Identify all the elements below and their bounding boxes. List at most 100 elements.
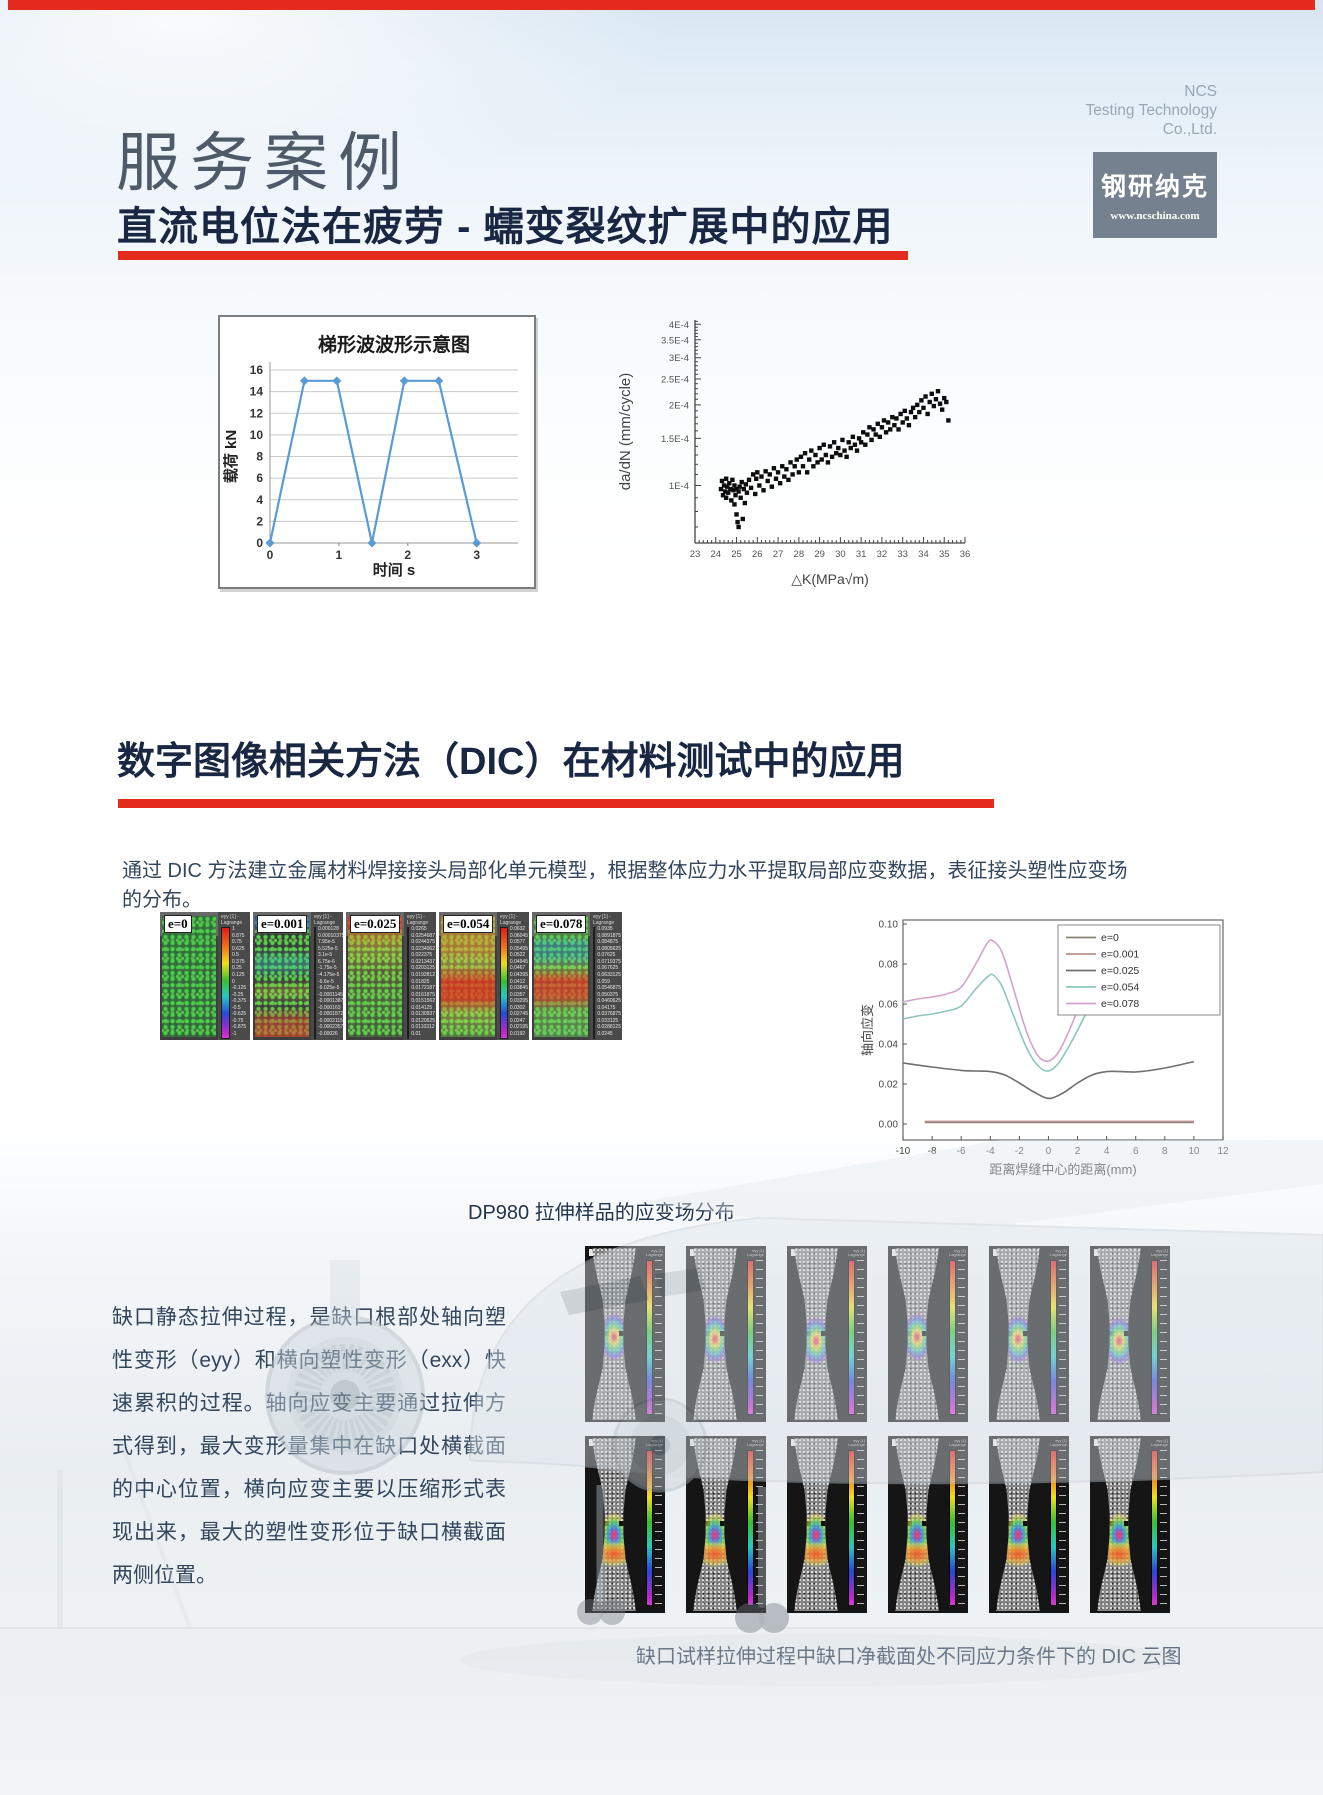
svg-text:16: 16 [250, 363, 264, 377]
dic-strain-label: e=0 [164, 915, 192, 933]
svg-text:0: 0 [267, 548, 274, 562]
scatter-chart-svg: 1E-4 1.5E-4 2E-4 2.5E-4 3E-4 3.5E-4 4E-4 23 24 25… [617, 320, 971, 587]
airplane-background-image [0, 1140, 1323, 1795]
dic-colorbar: eyy [1] - Lagrange 0.0632 0.06045 0.0577 0.0… [500, 914, 528, 1039]
svg-text:26: 26 [752, 549, 763, 560]
svg-text:6: 6 [256, 471, 263, 485]
title-underline [118, 251, 908, 260]
axial-strain-chart: 0.00 0.02 0.04 0.06 0.08 0.10 -10 -8 -6 -4 -2 0 2 4 6 8… [858, 905, 1258, 1190]
svg-text:1E-4: 1E-4 [669, 481, 689, 492]
svg-text:1.5E-4: 1.5E-4 [661, 434, 689, 445]
svg-text:10: 10 [250, 428, 264, 442]
svg-text:24: 24 [710, 549, 721, 560]
dic-strain-panel-row: e=0 eyy [1] - Lagrange 1 0.875 0.75 0.625 0.5 0… [160, 912, 622, 1040]
notch-tension-paragraph: 缺口静态拉伸过程，是缺口根部处轴向塑性变形（eyy）和横向塑性变形（exx）快速… [112, 1306, 506, 1587]
svg-text:36: 36 [960, 549, 971, 560]
svg-text:e=0.025: e=0.025 [1101, 965, 1139, 977]
svg-text:25: 25 [731, 549, 742, 560]
wave-ylabel: 载荷 kN [222, 430, 240, 483]
colorbar-gradient [593, 927, 596, 1039]
svg-text:2: 2 [404, 548, 411, 562]
dic-strain-panel: e=0.054 eyy [1] - Lagrange 0.0632 0.06045 0.… [439, 912, 529, 1040]
dic-colorbar: eyy [1] - Lagrange 0.0935 0.0891875 0.08487… [593, 914, 621, 1039]
svg-text:23: 23 [690, 549, 701, 560]
company-name-block: NCS Testing Technology Co.,Ltd. [957, 82, 1217, 139]
svg-text:3E-4: 3E-4 [669, 353, 689, 364]
scatter-xlabel: △K(MPa√m) [791, 571, 869, 587]
specimen-colorbar: eyy [1] Lagrange [747, 1439, 764, 1606]
svg-text:14: 14 [250, 385, 264, 399]
svg-text:e=0.054: e=0.054 [1101, 982, 1139, 994]
svg-text:e=0: e=0 [1101, 932, 1119, 944]
svg-text:33: 33 [897, 549, 908, 560]
specimen-dic-panel: eyy [1] Lagrange [888, 1436, 968, 1613]
svg-text:1: 1 [336, 548, 343, 562]
page-title: 服务案例 [116, 127, 412, 199]
company-line-2: Testing Technology [1085, 102, 1217, 119]
dic-intro-paragraph: 通过 DIC 方法建立金属材料焊接接头局部化单元模型，根据整体应力水平提取局部应… [122, 860, 1128, 911]
specimen-dic-panel: eyy [1] Lagrange [989, 1246, 1069, 1422]
dic-strain-panel: e=0.001 eyy [1] - Lagrange 0.000128 0.00010… [253, 912, 347, 1040]
specimen-colorbar: eyy [1] Lagrange [1151, 1249, 1168, 1415]
strain-chart-svg: 0.00 0.02 0.04 0.06 0.08 0.10 -10 -8 -6 -4 -2 0 2 4 6 8… [860, 919, 1229, 1177]
wave-marker [299, 376, 309, 386]
svg-text:12: 12 [1217, 1146, 1229, 1157]
svg-text:30: 30 [835, 549, 846, 560]
svg-text:0.08: 0.08 [879, 960, 899, 971]
strain-xlabel: 距离焊缝中心的距离(mm) [989, 1162, 1136, 1177]
wave-marker [367, 538, 377, 548]
specimen-colorbar: eyy [1] Lagrange [949, 1439, 966, 1606]
company-line-1: NCS [1184, 83, 1217, 100]
svg-text:10: 10 [1188, 1146, 1200, 1157]
svg-text:3.5E-4: 3.5E-4 [661, 335, 689, 346]
wave-line [268, 379, 478, 544]
svg-text:32: 32 [877, 549, 888, 560]
colorbar-gradient [500, 927, 508, 1039]
svg-text:e=0.001: e=0.001 [1101, 949, 1139, 961]
svg-text:4E-4: 4E-4 [669, 320, 689, 331]
svg-text:0: 0 [256, 536, 263, 550]
svg-text:35: 35 [939, 549, 950, 560]
strain-legend: e=0 e=0.001 e=0.025 e=0.054 e=0.078 [1057, 924, 1221, 1016]
specimen-dic-panel: eyy [1] Lagrange [787, 1436, 867, 1613]
svg-text:8: 8 [1162, 1146, 1168, 1157]
dic-colorbar: eyy [1] - Lagrange 1 0.875 0.75 0.625 0.5 0.37… [221, 914, 247, 1039]
dic-speckle-image: e=0.078 [532, 912, 590, 1040]
wave-chart-title: 梯形波波形示意图 [318, 333, 470, 356]
svg-text:0.06: 0.06 [879, 1000, 899, 1011]
specimen-dic-panel: eyy [1] Lagrange [686, 1246, 766, 1422]
svg-text:-8: -8 [928, 1146, 937, 1157]
colorbar-gradient [314, 927, 316, 1039]
colorbar-gradient [407, 927, 410, 1039]
logo-wordmark: 钢研纳克 [1100, 173, 1209, 201]
specimen-dic-panel: eyy [1] Lagrange [585, 1436, 665, 1613]
crack-growth-scatter-chart: 1E-4 1.5E-4 2E-4 2.5E-4 3E-4 3.5E-4 4E-4 23 24 25… [600, 308, 1000, 600]
dic-strain-label: e=0.001 [257, 915, 308, 933]
series-e=0.025 [902, 1060, 1195, 1100]
specimen-colorbar: eyy [1] Lagrange [949, 1249, 966, 1415]
dic-colorbar: eyy [1] - Lagrange 0.000128 0.00010375 7.95… [314, 914, 347, 1039]
wave-marker [332, 376, 342, 386]
dic-strain-label: e=0.078 [536, 915, 587, 933]
dic-strain-panel: e=0.078 eyy [1] - Lagrange 0.0935 0.0891875… [532, 912, 622, 1040]
svg-text:4: 4 [256, 493, 263, 507]
svg-text:27: 27 [773, 549, 784, 560]
wave-marker [399, 376, 409, 386]
logo-website: www.ncschina.com [1110, 210, 1200, 222]
strain-ylabel: 轴向应变 [860, 1004, 875, 1056]
svg-text:28: 28 [794, 549, 805, 560]
scatter-ylabel: da/dN (mm/cycle) [617, 373, 634, 491]
svg-text:12: 12 [250, 406, 264, 420]
wing-shape [640, 1140, 1323, 1238]
specimen-dic-panel: eyy [1] Lagrange [888, 1246, 968, 1422]
svg-text:3: 3 [473, 548, 480, 562]
svg-text:2E-4: 2E-4 [669, 400, 689, 411]
company-line-3: Co.,Ltd. [1162, 121, 1217, 138]
wave-marker [265, 538, 275, 548]
caption-dp980: DP980 拉伸样品的应变场分布 [468, 1202, 735, 1224]
dic-speckle-image: e=0 [160, 912, 218, 1040]
svg-text:-10: -10 [896, 1146, 911, 1157]
svg-text:2: 2 [256, 514, 263, 528]
